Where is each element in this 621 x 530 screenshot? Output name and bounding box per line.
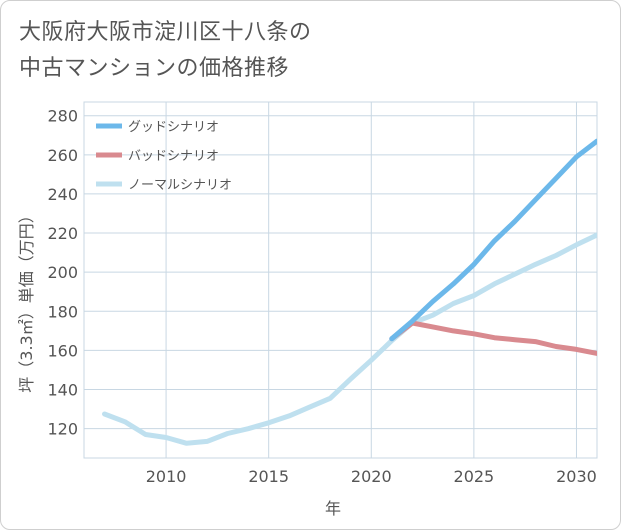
- x-tick-label: 2010: [146, 467, 187, 486]
- series-lines: [102, 138, 597, 446]
- y-tick-label: 280: [47, 107, 78, 126]
- x-tick-label: 2015: [248, 467, 289, 486]
- x-tick-label: 2020: [351, 467, 392, 486]
- y-axis-label: 坪（3.3㎡）単価（万円）: [17, 207, 36, 392]
- legend-label-2: ノーマルシナリオ: [128, 178, 232, 193]
- series-line-1: [389, 320, 597, 356]
- y-tick-label: 120: [47, 420, 78, 439]
- y-tick-label: 140: [47, 381, 78, 400]
- y-tick-label: 160: [47, 341, 78, 360]
- y-tick-label: 260: [47, 146, 78, 165]
- y-tick-label: 240: [47, 185, 78, 204]
- x-tick-label: 2030: [556, 467, 597, 486]
- chart-title: 大阪府大阪市淀川区十八条の 中古マンションの価格推移: [19, 15, 579, 87]
- legend-label-0: グッドシナリオ: [128, 120, 219, 135]
- plot-frame: [83, 101, 598, 459]
- tick-labels: 2010 2015 2020 2025 2030 120 140 160 180 200 220 24…: [47, 107, 596, 486]
- series-line-2: [102, 232, 597, 446]
- y-tick-label: 200: [47, 263, 78, 282]
- y-tick-label: 220: [47, 224, 78, 243]
- series-line-0: [389, 138, 597, 342]
- chart-title-line-2: 中古マンションの価格推移: [19, 56, 290, 81]
- y-tick-label: 180: [47, 302, 78, 321]
- x-axis-label: 年: [325, 499, 341, 518]
- chart-title-line-1: 大阪府大阪市淀川区十八条の: [19, 20, 312, 45]
- legend-label-1: バッドシナリオ: [128, 149, 219, 164]
- x-tick-label: 2025: [454, 467, 495, 486]
